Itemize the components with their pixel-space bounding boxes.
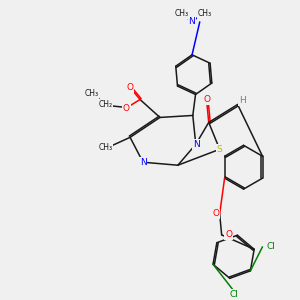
Text: O: O	[127, 83, 134, 92]
Text: O: O	[203, 95, 210, 104]
Text: O: O	[225, 230, 232, 239]
Text: CH₃: CH₃	[175, 9, 189, 18]
Text: CH₃: CH₃	[198, 9, 212, 18]
Text: H: H	[239, 96, 246, 105]
Text: S: S	[217, 145, 223, 154]
Text: Cl: Cl	[266, 242, 275, 251]
Text: CH₂: CH₂	[98, 100, 112, 109]
Text: Cl: Cl	[229, 290, 238, 299]
Text: CH₃: CH₃	[84, 89, 98, 98]
Text: N: N	[194, 140, 200, 149]
Text: CH₃: CH₃	[98, 143, 112, 152]
Text: O: O	[212, 209, 219, 218]
Text: O: O	[123, 104, 130, 113]
Text: N: N	[188, 17, 195, 26]
Text: N: N	[140, 158, 146, 167]
